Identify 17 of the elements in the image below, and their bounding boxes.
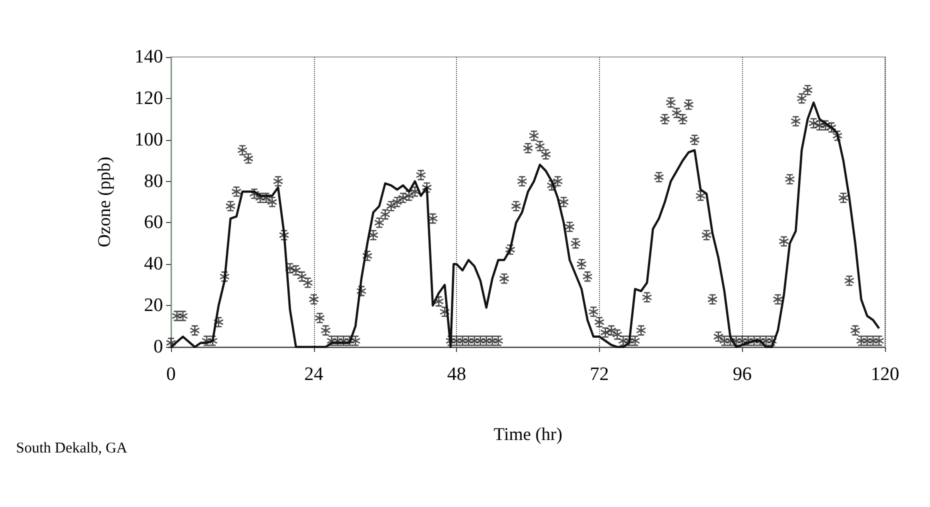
- x-tick-label: 96: [732, 364, 752, 385]
- y-tick-label: 80: [144, 170, 163, 192]
- text: South Dekalb, GA: [16, 440, 128, 456]
- x-tick-label: 0: [166, 364, 176, 385]
- y-tick-label: 120: [134, 88, 163, 109]
- x-tick-label: 24: [304, 364, 324, 385]
- y-tick-label: 140: [134, 46, 163, 68]
- x-tick-label: 48: [447, 364, 466, 385]
- y-tick-label: 0: [154, 336, 163, 358]
- y-axis-title: Ozone (ppb): [94, 156, 114, 248]
- x-tick-label: 72: [590, 364, 609, 385]
- y-tick-label: 100: [134, 129, 163, 150]
- x-axis-title: Time (hr): [494, 424, 562, 444]
- y-tick-label: 60: [144, 212, 163, 234]
- x-tick-label: 120: [870, 364, 900, 385]
- y-tick-label: 20: [144, 295, 163, 316]
- y-tick-label: 40: [144, 254, 163, 275]
